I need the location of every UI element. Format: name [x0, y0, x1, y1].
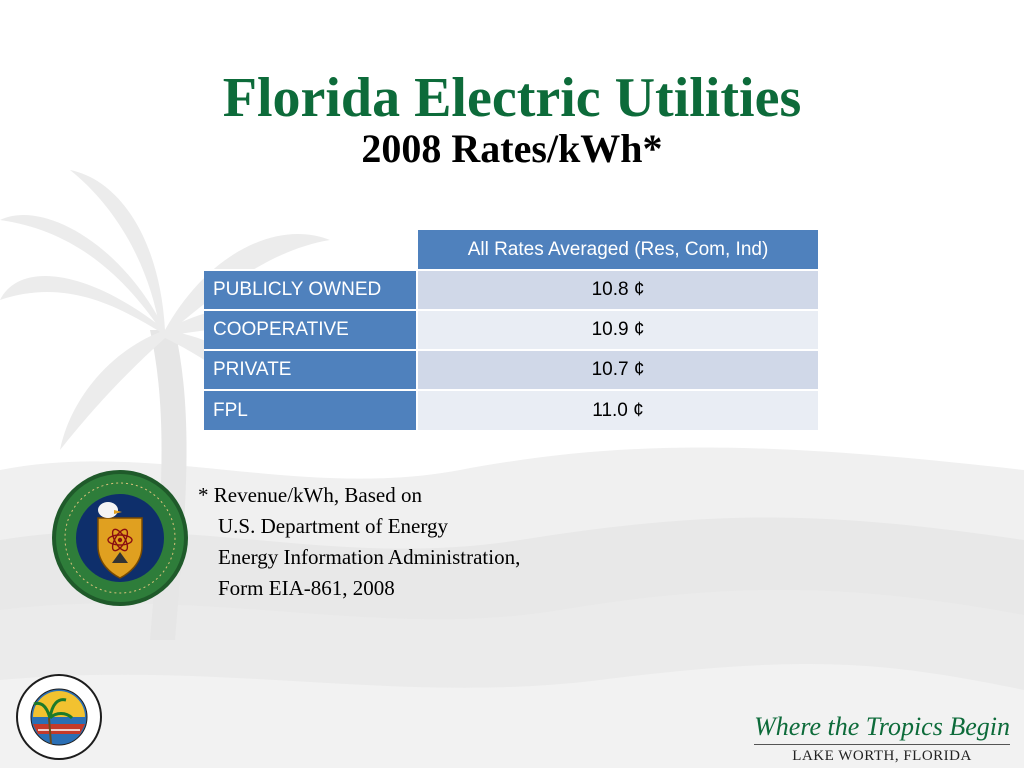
- table-header-row: All Rates Averaged (Res, Com, Ind): [204, 230, 818, 270]
- footnote-line-2: U.S. Department of Energy: [218, 514, 448, 538]
- table-row: FPL 11.0 ¢: [204, 389, 818, 430]
- table-row: PRIVATE 10.7 ¢: [204, 349, 818, 390]
- footnote: * Revenue/kWh, Based on U.S. Department …: [198, 480, 520, 604]
- rate-cell: 10.9 ¢: [416, 309, 818, 350]
- doe-seal-logo: [52, 470, 188, 606]
- row-label: PRIVATE: [204, 349, 417, 390]
- row-label: PUBLICLY OWNED: [204, 269, 417, 310]
- tagline: Where the Tropics Begin LAKE WORTH, FLOR…: [754, 712, 1010, 765]
- tagline-slogan: Where the Tropics Begin: [754, 712, 1010, 741]
- column-header: All Rates Averaged (Res, Com, Ind): [416, 230, 818, 270]
- footnote-line-4: Form EIA-861, 2008: [218, 576, 395, 600]
- rate-cell: 10.8 ¢: [416, 269, 818, 310]
- slide-title: Florida Electric Utilities: [222, 67, 802, 129]
- footnote-line-3: Energy Information Administration,: [218, 545, 521, 569]
- rates-table: All Rates Averaged (Res, Com, Ind) PUBLI…: [204, 230, 818, 430]
- row-label: FPL: [204, 389, 417, 430]
- tagline-divider: [754, 744, 1010, 745]
- slide-subtitle: 2008 Rates/kWh*: [361, 126, 663, 171]
- row-label: COOPERATIVE: [204, 309, 417, 350]
- tagline-city: LAKE WORTH, FLORIDA: [792, 748, 972, 764]
- rate-cell: 11.0 ¢: [416, 389, 818, 430]
- table-row: PUBLICLY OWNED 10.8 ¢: [204, 269, 818, 310]
- table-row: COOPERATIVE 10.9 ¢: [204, 309, 818, 350]
- rate-cell: 10.7 ¢: [416, 349, 818, 390]
- table-corner-cell: [204, 230, 417, 270]
- city-seal-logo: [16, 674, 102, 760]
- footnote-line-1: * Revenue/kWh, Based on: [198, 483, 422, 507]
